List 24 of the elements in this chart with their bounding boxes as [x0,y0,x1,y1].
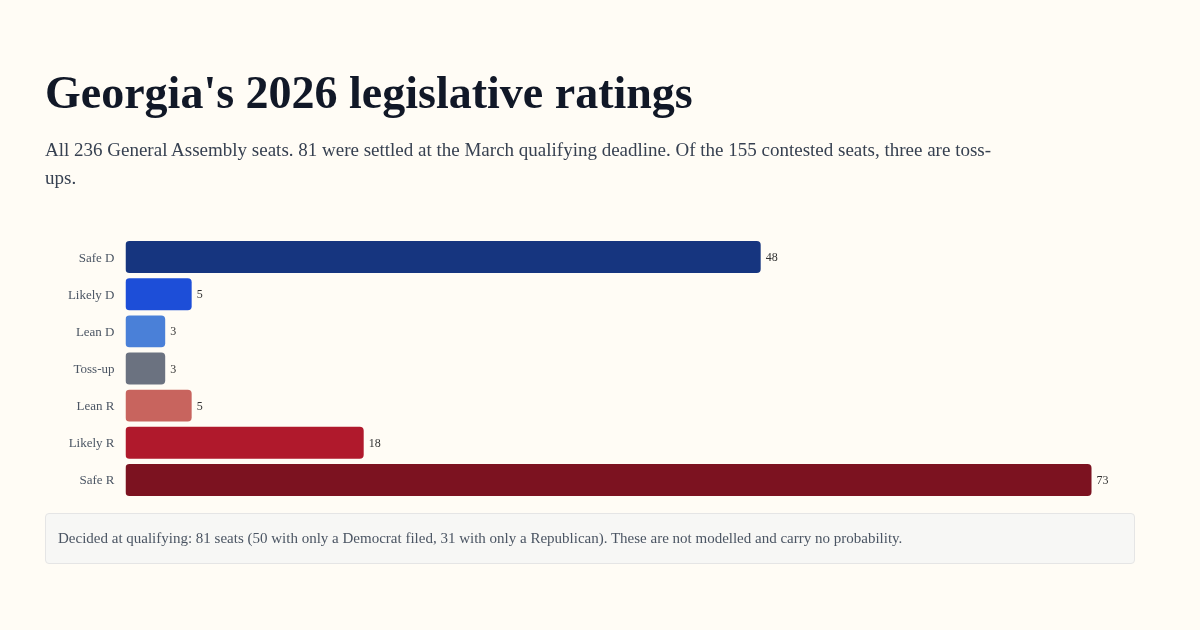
y-tick-label: Likely R [68,434,115,450]
data-label: 48 [765,249,778,264]
bar [125,389,192,422]
bar [125,240,761,273]
data-label: 3 [170,324,177,339]
data-label: 5 [196,398,203,413]
bar [125,352,166,385]
chart-subtitle: All 236 General Assembly seats. 81 were settled at the March qualifying deadline. Of the 155 contested seats, three are toss-ups. [45,137,993,191]
y-tick-label: Lean D [75,323,115,339]
data-label: 18 [368,435,381,450]
text: Decided at qualifying: 81 seats (50 with only a Democrat filed, 31 with only a Republican). These are not modelled and carry no probability. [58,528,903,548]
data-label: 73 [1096,472,1109,487]
bar [125,315,166,348]
bar [125,277,192,310]
y-tick-label: Safe D [78,249,115,265]
y-tick-label: Likely D [67,286,115,302]
y-tick-label: Toss-up [73,360,115,376]
bar [125,426,364,459]
data-label: 3 [170,361,177,376]
data-label: 5 [196,286,203,301]
bar [125,463,1092,496]
y-tick-label: Lean R [76,397,115,413]
y-tick-label: Safe R [79,472,115,488]
chart-title: Georgia's 2026 legislative ratings [45,66,693,120]
